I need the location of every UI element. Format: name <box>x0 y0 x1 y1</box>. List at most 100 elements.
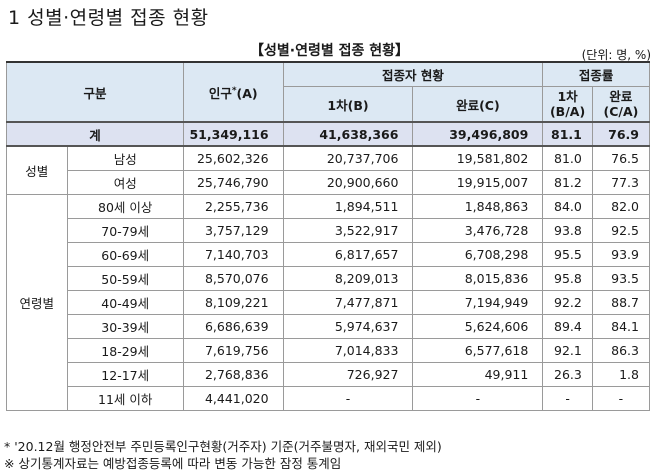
cell-first: 726,927 <box>282 362 414 387</box>
header-row-1: 구분 인구*(A) 접종자 현황 접종률 <box>6 61 650 123</box>
table-row: 50-59세 8,570,076 8,209,013 8,015,836 95.… <box>7 266 651 291</box>
vaccination-table: 구분 인구*(A) 접종자 현황 접종률 1차(B) 완료(C) 1차 (B/A)… <box>6 61 651 411</box>
header-first-dose: 1차(B) <box>282 86 414 123</box>
row-label: 30-39세 <box>66 314 184 339</box>
header-vaccinated-group: 접종자 현황 <box>282 61 544 87</box>
row-label: 60-69세 <box>66 242 184 267</box>
table-row: 12-17세 2,768,836 726,927 49,911 26.3 1.8 <box>7 362 651 387</box>
cell-completed: 8,015,836 <box>412 266 544 291</box>
cell-completed: 3,476,728 <box>412 218 544 243</box>
page-heading: 1 성별·연령별 접종 현황 <box>8 7 209 29</box>
table-title: 【성별·연령별 접종 현황】 <box>250 43 409 59</box>
cell-completed: 1,848,863 <box>412 194 544 219</box>
cell-completed-rate: 93.5 <box>591 266 651 291</box>
cell-population: 7,619,756 <box>182 338 284 363</box>
cell-completed-rate: 82.0 <box>591 194 651 219</box>
table-row: 70-79세 3,757,129 3,522,917 3,476,728 93.… <box>7 218 651 243</box>
cell-population: 3,757,129 <box>182 218 284 243</box>
footnote-source: * '20.12월 행정안전부 주민등록인구현황(거주자) 기준(거주불명자, … <box>4 439 442 454</box>
row-label: 여성 <box>66 170 184 195</box>
cell-population: 8,109,221 <box>182 290 284 315</box>
header-rate-group: 접종률 <box>542 61 650 87</box>
cell-completed-rate: - <box>591 386 651 411</box>
cell-completed: - <box>412 386 544 411</box>
cell-completed-rate: 92.5 <box>591 218 651 243</box>
total-completed: 39,496,809 <box>412 121 544 147</box>
table-row: 여성 25,746,790 20,900,660 19,915,007 81.2… <box>7 170 651 195</box>
cell-first-rate: - <box>542 386 593 411</box>
cell-population: 6,686,639 <box>182 314 284 339</box>
cell-first: 7,014,833 <box>282 338 414 363</box>
cell-first: 7,477,871 <box>282 290 414 315</box>
cell-completed-rate: 84.1 <box>591 314 651 339</box>
cell-population: 4,441,020 <box>182 386 284 411</box>
cell-first-rate: 26.3 <box>542 362 593 387</box>
cell-first-rate: 84.0 <box>542 194 593 219</box>
header-completed: 완료(C) <box>412 86 544 123</box>
cell-completed: 6,577,618 <box>412 338 544 363</box>
cell-completed-rate: 93.9 <box>591 242 651 267</box>
cell-completed-rate: 86.3 <box>591 338 651 363</box>
cell-completed: 49,911 <box>412 362 544 387</box>
row-label: 40-49세 <box>66 290 184 315</box>
table-row: 11세 이하 4,441,020 - - - - <box>7 386 651 411</box>
cell-first: 20,737,706 <box>282 145 414 171</box>
cell-population: 2,768,836 <box>182 362 284 387</box>
cell-first-rate: 93.8 <box>542 218 593 243</box>
table-row: 30-39세 6,686,639 5,974,637 5,624,606 89.… <box>7 314 651 339</box>
total-first-rate: 81.1 <box>542 121 593 147</box>
cell-completed: 7,194,949 <box>412 290 544 315</box>
cell-population: 25,746,790 <box>182 170 284 195</box>
cell-first: 20,900,660 <box>282 170 414 195</box>
total-completed-rate: 76.9 <box>591 121 651 147</box>
header-category: 구분 <box>6 61 184 123</box>
row-label: 남성 <box>66 145 184 171</box>
footnote-provisional: ※ 상기통계자료는 예방접종등록에 따라 변동 가능한 잠정 통계임 <box>4 456 342 471</box>
gender-group-label: 성별 <box>6 145 68 195</box>
cell-completed: 19,581,802 <box>412 145 544 171</box>
cell-first-rate: 81.2 <box>542 170 593 195</box>
table-row: 성별 남성 25,602,326 20,737,706 19,581,802 8… <box>6 145 651 195</box>
cell-first: - <box>282 386 414 411</box>
row-label: 12-17세 <box>66 362 184 387</box>
cell-first-rate: 92.1 <box>542 338 593 363</box>
cell-completed-rate: 1.8 <box>591 362 651 387</box>
total-first: 41,638,366 <box>282 121 414 147</box>
cell-first-rate: 95.8 <box>542 266 593 291</box>
total-label: 계 <box>6 121 184 147</box>
header-completed-rate: 완료 (C/A) <box>591 86 651 123</box>
cell-completed-rate: 76.5 <box>591 145 651 171</box>
cell-first-rate: 81.0 <box>542 145 593 171</box>
cell-first: 1,894,511 <box>282 194 414 219</box>
row-label: 80세 이상 <box>66 194 184 219</box>
table-row: 40-49세 8,109,221 7,477,871 7,194,949 92.… <box>7 290 651 315</box>
cell-completed: 19,915,007 <box>412 170 544 195</box>
footnotes: * '20.12월 행정안전부 주민등록인구현황(거주자) 기준(거주불명자, … <box>4 438 442 472</box>
header-row-2: 1차(B) 완료(C) 1차 (B/A) 완료 (C/A) <box>7 86 651 123</box>
cell-completed: 5,624,606 <box>412 314 544 339</box>
cell-first: 8,209,013 <box>282 266 414 291</box>
table-row: 18-29세 7,619,756 7,014,833 6,577,618 92.… <box>7 338 651 363</box>
row-label: 70-79세 <box>66 218 184 243</box>
cell-first: 5,974,637 <box>282 314 414 339</box>
cell-first: 3,522,917 <box>282 218 414 243</box>
cell-first-rate: 92.2 <box>542 290 593 315</box>
cell-first: 6,817,657 <box>282 242 414 267</box>
cell-first-rate: 89.4 <box>542 314 593 339</box>
cell-completed-rate: 77.3 <box>591 170 651 195</box>
total-row: 계 51,349,116 41,638,366 39,496,809 81.1 … <box>6 121 651 147</box>
cell-population: 2,255,736 <box>182 194 284 219</box>
table-row: 60-69세 7,140,703 6,817,657 6,708,298 95.… <box>7 242 651 267</box>
age-group-label: 연령별 <box>6 194 68 411</box>
cell-population: 7,140,703 <box>182 242 284 267</box>
header-first-rate: 1차 (B/A) <box>542 86 593 123</box>
row-label: 18-29세 <box>66 338 184 363</box>
cell-first-rate: 95.5 <box>542 242 593 267</box>
header-population: 인구*(A) <box>182 61 284 123</box>
total-population: 51,349,116 <box>182 121 284 147</box>
cell-population: 8,570,076 <box>182 266 284 291</box>
unit-label: (단위: 명, %) <box>581 48 651 62</box>
row-label: 50-59세 <box>66 266 184 291</box>
cell-completed: 6,708,298 <box>412 242 544 267</box>
row-label: 11세 이하 <box>66 386 184 411</box>
